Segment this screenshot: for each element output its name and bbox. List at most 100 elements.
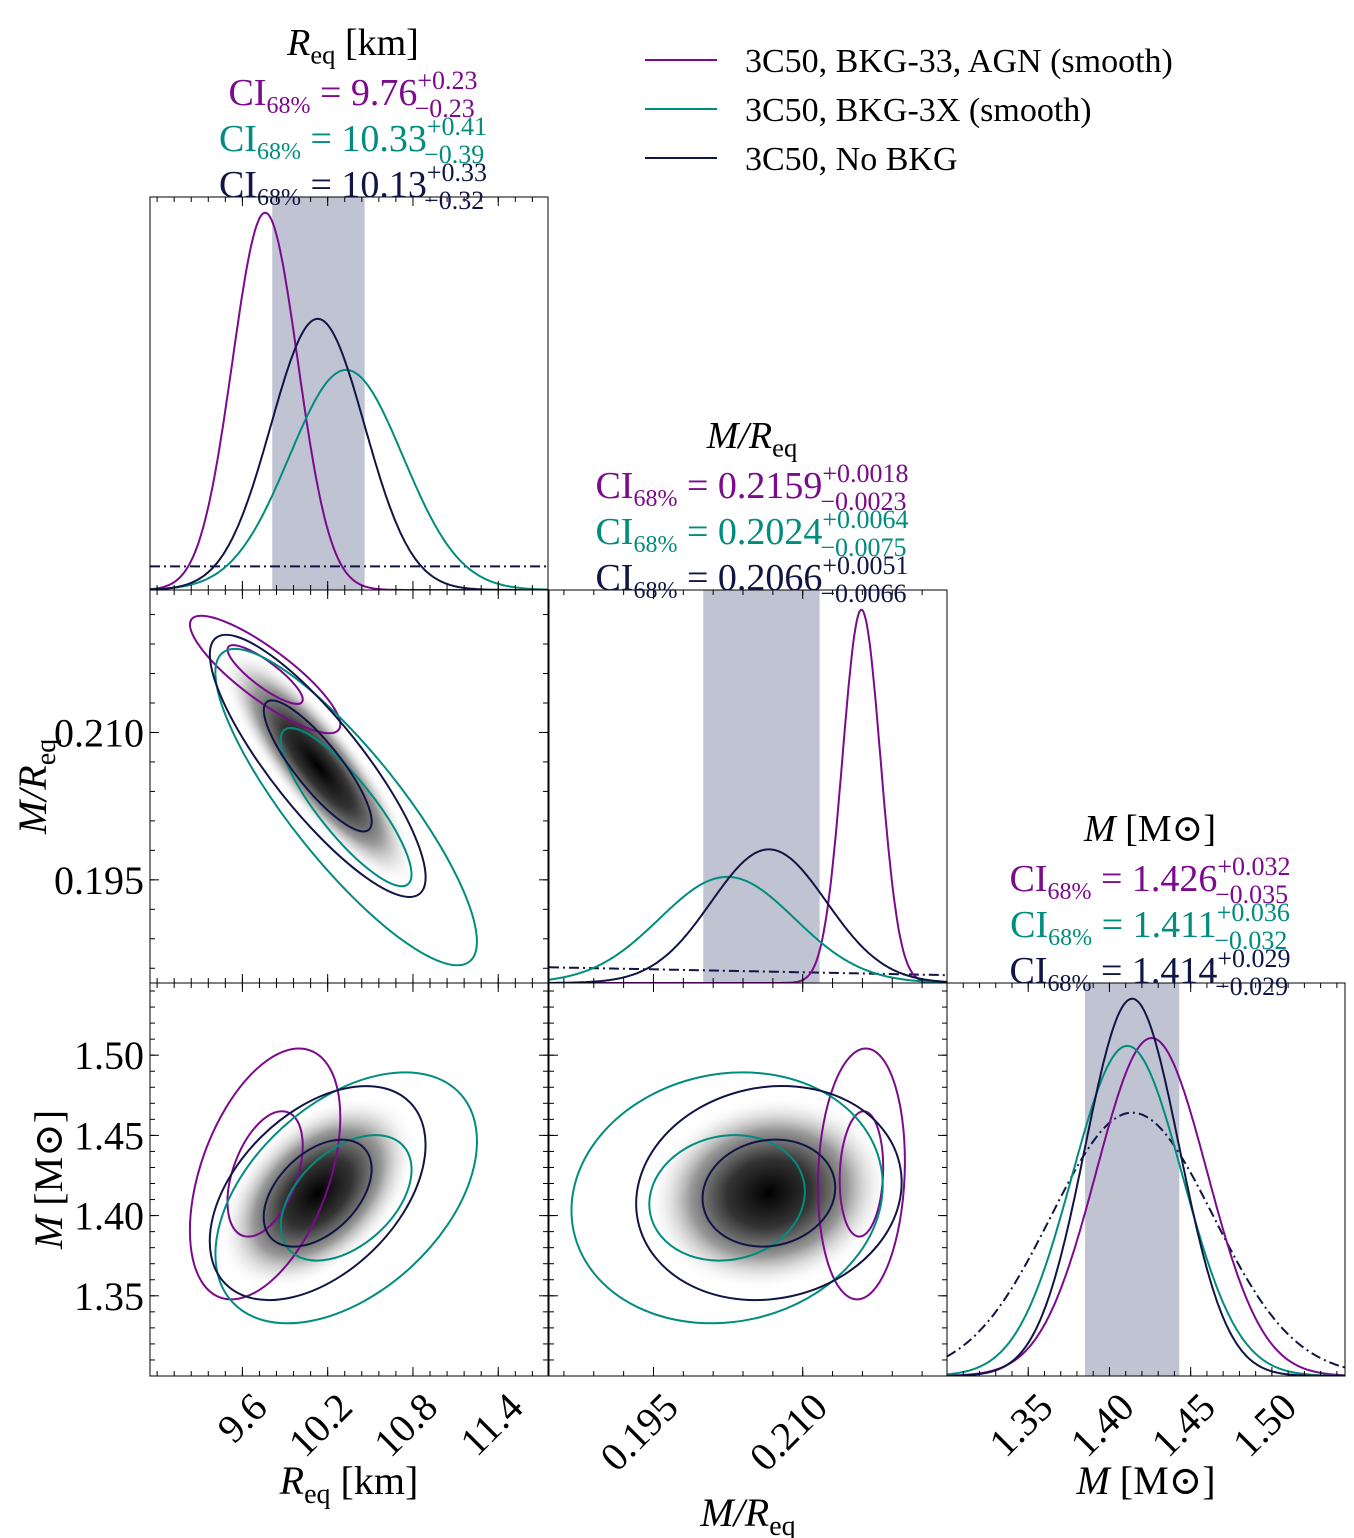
- diag-panel-C: [549, 590, 947, 983]
- label-unit: [M⊙]: [1116, 808, 1216, 850]
- x-axis-label-C: M/Req: [699, 1490, 795, 1538]
- credible-interval-text: CI68% = 1.411+0.036 −0.032: [1010, 898, 1290, 955]
- credible-band: [1085, 983, 1180, 1376]
- label-main: M: [26, 1213, 71, 1250]
- contour-teal-2sigma: [214, 1071, 478, 1325]
- marginal-curve-navy: [947, 997, 1345, 1376]
- x-tick-label: 1.50: [1224, 1384, 1305, 1465]
- ci-sub: 68%: [1047, 879, 1091, 905]
- contour-navy-2sigma: [635, 1085, 903, 1302]
- ci-plus: +0.41: [427, 112, 487, 141]
- label-sub: eq: [310, 39, 335, 69]
- ci-prefix: CI: [219, 164, 257, 206]
- density-shading: [219, 646, 417, 886]
- label-unit: [M⊙]: [1110, 1458, 1216, 1503]
- contour-purple-2sigma: [188, 614, 342, 735]
- marginal-curve-purple: [150, 211, 548, 590]
- x-axis-label-M: M [M⊙]: [1075, 1458, 1215, 1503]
- credible-interval-text: CI68% = 10.33+0.41 −0.39: [219, 112, 487, 169]
- credible-interval-text: CI68% = 9.76+0.23 −0.23: [228, 66, 477, 123]
- contour-navy-1sigma: [262, 699, 373, 833]
- ci-value: = 0.2159: [677, 465, 822, 507]
- ci-value: = 0.2066: [677, 557, 822, 599]
- panel-2d-M_vs_C: [570, 1047, 906, 1325]
- legend-label: 3C50, BKG-3X (smooth): [745, 92, 1092, 129]
- ci-sub: 68%: [266, 93, 310, 119]
- x-tick-label: 1.45: [1143, 1384, 1224, 1465]
- ci-plus: +0.33: [427, 158, 487, 187]
- x-tick-label: 9.6: [208, 1384, 275, 1451]
- ci-plus: +0.23: [417, 66, 477, 95]
- panel-2d-C_vs_R: [188, 614, 478, 967]
- label-main: M/R: [10, 765, 55, 835]
- label-main: M: [1083, 808, 1118, 850]
- ci-minus: −0.035: [1215, 880, 1288, 909]
- y-tick-label: 1.50: [74, 1033, 144, 1078]
- x-tick-label: 10.2: [280, 1384, 361, 1465]
- x-tick-label: 11.4: [451, 1384, 531, 1464]
- ci-plus: +0.036: [1217, 898, 1290, 927]
- ci-minus: −0.0066: [820, 579, 906, 608]
- contour-navy-1sigma: [701, 1138, 837, 1248]
- marginal-curve-purple: [549, 608, 947, 983]
- ci-plus: +0.0064: [822, 505, 908, 534]
- ci-prefix: CI: [1009, 950, 1047, 992]
- marginal-curve-teal: [549, 875, 947, 983]
- label-sub: eq: [304, 1479, 330, 1510]
- marginal-curve-teal: [947, 1044, 1345, 1376]
- density-shading: [647, 1095, 891, 1291]
- ci-value: = 0.2024: [677, 511, 822, 553]
- credible-interval-text: CI68% = 10.13+0.33 −0.32: [219, 158, 487, 215]
- ci-prefix: CI: [595, 557, 633, 599]
- ci-plus: +0.0051: [822, 551, 908, 580]
- marginal-curve-navy: [549, 848, 947, 983]
- panel-frame: [946, 982, 1346, 1377]
- ci-minus: −0.23: [415, 94, 475, 123]
- label-unit: [M⊙]: [26, 1110, 71, 1216]
- ci-prefix: CI: [595, 465, 633, 507]
- contour-purple-1sigma: [226, 644, 304, 705]
- x-tick-label: 1.40: [1061, 1384, 1142, 1465]
- prior-dashdot-line: [947, 1111, 1345, 1369]
- x-axis-label-R: Req [km]: [279, 1458, 419, 1510]
- y-axis-label-C: M/Req: [10, 739, 62, 835]
- y-tick-label: 1.40: [74, 1194, 144, 1239]
- credible-interval-text: CI68% = 1.426+0.032 −0.035: [1009, 852, 1290, 909]
- ci-value: = 10.33: [301, 118, 427, 160]
- contour-teal-1sigma: [648, 1134, 806, 1262]
- ci-prefix: CI: [595, 511, 633, 553]
- credible-interval-text: CI68% = 0.2024+0.0064 −0.0075: [595, 505, 908, 562]
- ci-value: = 10.13: [301, 164, 427, 206]
- ci-sub: 68%: [1047, 971, 1091, 997]
- ci-minus: −0.032: [1214, 926, 1287, 955]
- credible-band: [703, 590, 820, 983]
- ci-value: = 1.414: [1091, 950, 1217, 992]
- contour-purple-2sigma: [188, 1047, 342, 1301]
- panel-title-R: Req [km]: [286, 22, 419, 69]
- label-main: M/R: [706, 415, 772, 457]
- legend-label: 3C50, BKG-33, AGN (smooth): [745, 43, 1173, 80]
- label-unit: [km]: [331, 1458, 419, 1503]
- ci-value: = 1.426: [1091, 858, 1217, 900]
- ci-sub: 68%: [633, 486, 677, 512]
- y-tick-label: 1.35: [74, 1274, 144, 1319]
- x-tick-label: 1.35: [980, 1384, 1061, 1465]
- diag-panel-M: [947, 983, 1345, 1376]
- label-main: M: [1075, 1458, 1112, 1503]
- ci-value: = 1.411: [1092, 904, 1217, 946]
- label-main: M/R: [699, 1490, 769, 1535]
- ci-minus: −0.0075: [820, 533, 906, 562]
- ci-value: = 9.76: [310, 72, 417, 114]
- ci-prefix: CI: [1009, 858, 1047, 900]
- credible-interval-text: CI68% = 0.2066+0.0051 −0.0066: [595, 551, 908, 608]
- contour-teal-2sigma: [214, 647, 478, 967]
- y-tick-label: 0.195: [54, 858, 144, 903]
- label-sub: eq: [769, 1511, 795, 1538]
- prior-dashdot-line: [549, 966, 947, 977]
- panel-title-M: M [M⊙]: [1083, 808, 1216, 850]
- contour-navy-2sigma: [208, 633, 427, 898]
- panel-2d-M_vs_R: [188, 1047, 478, 1325]
- contour-navy-2sigma: [208, 1085, 427, 1302]
- ci-plus: +0.032: [1217, 852, 1290, 881]
